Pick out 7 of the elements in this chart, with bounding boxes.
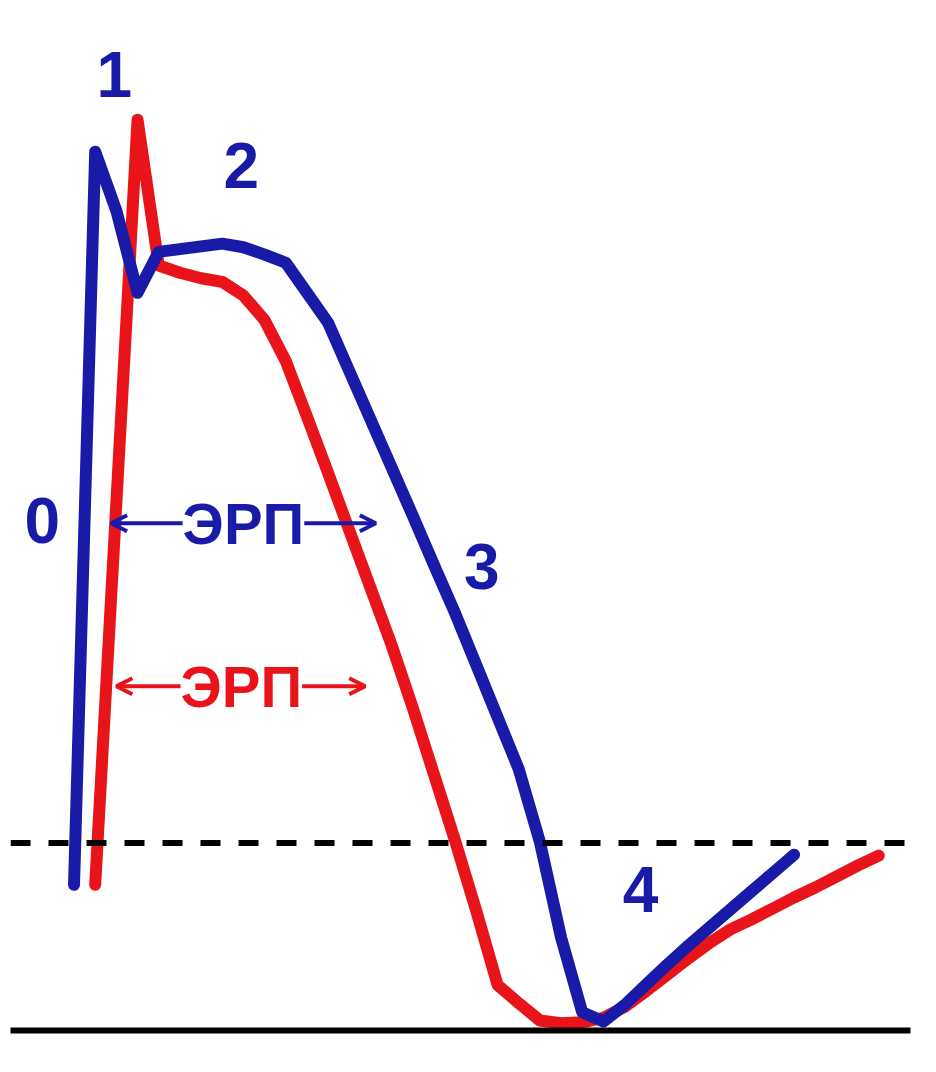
annotation: ЭРП (180, 653, 303, 719)
text: 0 (24, 485, 61, 557)
annotation: 4 (622, 853, 659, 926)
annotation: 2 (223, 129, 260, 202)
text: 1 (96, 38, 133, 111)
annotation: ЭРП (182, 490, 305, 556)
annotation: 3 (463, 530, 500, 603)
